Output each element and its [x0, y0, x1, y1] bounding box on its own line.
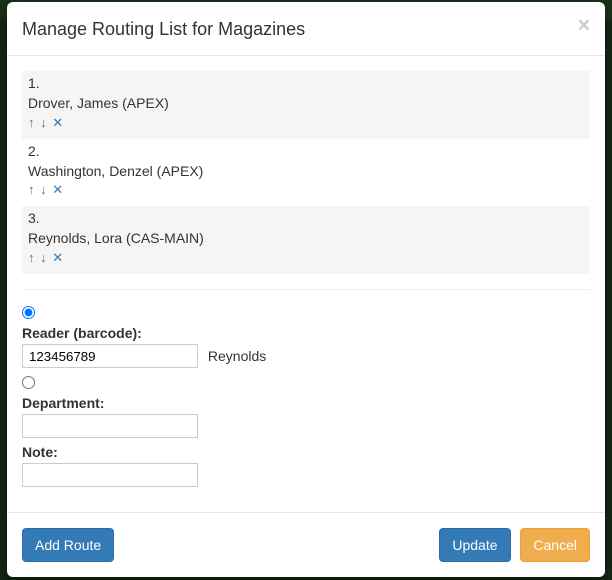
reader-mode-row [22, 305, 590, 322]
reader-mode-radio[interactable] [22, 306, 35, 319]
reader-label: Reader (barcode): [22, 325, 590, 341]
divider [22, 289, 590, 290]
department-input[interactable] [22, 414, 198, 438]
note-label: Note: [22, 444, 590, 460]
move-up-icon[interactable]: ↑ [28, 115, 35, 130]
reader-field-row: Reader (barcode): Reynolds [22, 325, 590, 368]
note-input[interactable] [22, 463, 198, 487]
move-down-icon[interactable]: ↓ [40, 115, 47, 130]
route-item: 3. Reynolds, Lora (CAS-MAIN) ↑ ↓ ✕ [22, 206, 590, 273]
modal-footer: Add Route Update Cancel [7, 512, 605, 577]
route-reader-name: Washington, Denzel (APEX) [28, 161, 584, 181]
reader-matched-name: Reynolds [208, 348, 266, 364]
update-button[interactable]: Update [439, 528, 510, 562]
move-down-icon[interactable]: ↓ [40, 182, 47, 197]
remove-icon[interactable]: ✕ [52, 115, 63, 130]
department-mode-row [22, 374, 590, 391]
move-down-icon[interactable]: ↓ [40, 250, 47, 265]
reader-barcode-input[interactable] [22, 344, 198, 368]
remove-icon[interactable]: ✕ [52, 250, 63, 265]
department-field-row: Department: [22, 395, 590, 438]
modal-header: Manage Routing List for Magazines × [7, 2, 605, 56]
route-item: 1. Drover, James (APEX) ↑ ↓ ✕ [22, 71, 590, 138]
move-up-icon[interactable]: ↑ [28, 250, 35, 265]
route-reader-name: Reynolds, Lora (CAS-MAIN) [28, 228, 584, 248]
close-icon: × [578, 14, 590, 37]
route-position: 3. [28, 208, 584, 228]
add-route-button[interactable]: Add Route [22, 528, 114, 562]
route-item: 2. Washington, Denzel (APEX) ↑ ↓ ✕ [22, 139, 590, 206]
routing-list-modal: Manage Routing List for Magazines × 1. D… [7, 2, 605, 577]
modal-title: Manage Routing List for Magazines [22, 17, 305, 42]
route-position: 1. [28, 73, 584, 93]
department-mode-radio[interactable] [22, 376, 35, 389]
move-up-icon[interactable]: ↑ [28, 182, 35, 197]
route-controls: ↑ ↓ ✕ [28, 114, 584, 133]
remove-icon[interactable]: ✕ [52, 182, 63, 197]
route-controls: ↑ ↓ ✕ [28, 181, 584, 200]
note-field-row: Note: [22, 444, 590, 487]
cancel-button[interactable]: Cancel [520, 528, 590, 562]
modal-body: 1. Drover, James (APEX) ↑ ↓ ✕ 2. Washing… [7, 56, 605, 512]
footer-right: Update Cancel [433, 528, 590, 562]
route-controls: ↑ ↓ ✕ [28, 249, 584, 268]
route-list: 1. Drover, James (APEX) ↑ ↓ ✕ 2. Washing… [22, 71, 590, 273]
department-label: Department: [22, 395, 590, 411]
close-button[interactable]: × [578, 15, 590, 36]
route-reader-name: Drover, James (APEX) [28, 93, 584, 113]
route-position: 2. [28, 141, 584, 161]
